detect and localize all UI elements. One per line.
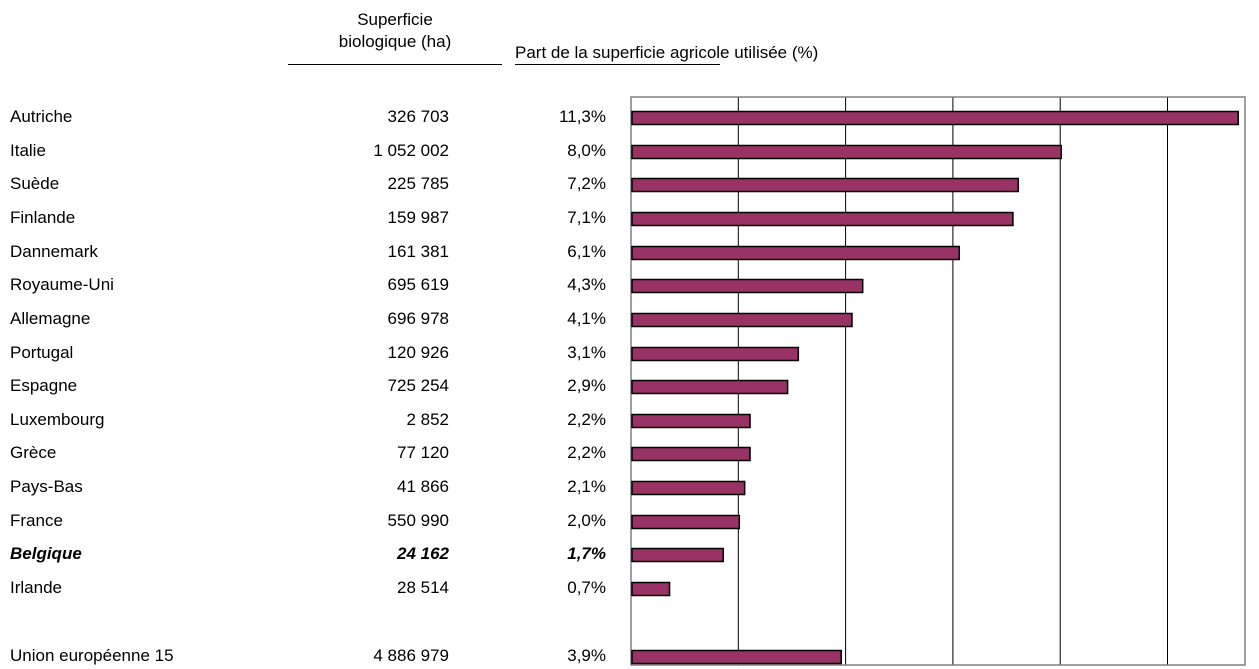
share-value: 2,2% xyxy=(567,443,606,462)
country-label: Espagne xyxy=(10,376,78,395)
table-row: Italie 1 052 002 8,0% xyxy=(0,138,630,164)
bar-irlande xyxy=(631,581,671,597)
country-label: Dannemark xyxy=(10,242,98,261)
bar-portugal xyxy=(631,346,800,362)
country-label: Pays-Bas xyxy=(10,477,83,496)
country-label: Allemagne xyxy=(10,309,91,328)
table-row: Autriche 326 703 11,3% xyxy=(0,104,630,130)
area-value: 77 120 xyxy=(397,443,449,462)
table-row: Dannemark 161 381 6,1% xyxy=(0,239,630,265)
share-column-header: Part de la superficie agricole utilisée … xyxy=(515,43,819,62)
country-label: Union européenne 15 xyxy=(10,646,174,665)
bar-espagne xyxy=(631,379,789,395)
share-value: 8,0% xyxy=(567,141,606,160)
table-row: Union européenne 15 4 886 979 3,9% xyxy=(0,643,630,669)
area-value: 24 162 xyxy=(397,544,449,563)
bar-luxembourg xyxy=(631,413,751,429)
share-value: 2,2% xyxy=(567,410,606,429)
country-label: Royaume-Uni xyxy=(10,275,114,294)
area-value: 2 852 xyxy=(406,410,449,429)
area-value: 28 514 xyxy=(397,578,449,597)
bar-autriche xyxy=(631,110,1239,126)
area-value: 695 619 xyxy=(387,275,449,294)
table-row: Royaume-Uni 695 619 4,3% xyxy=(0,272,630,298)
share-value: 2,1% xyxy=(567,477,606,496)
share-value: 0,7% xyxy=(567,578,606,597)
share-value: 7,2% xyxy=(567,174,606,193)
area-value: 225 785 xyxy=(387,174,449,193)
country-label: Italie xyxy=(10,141,46,160)
bar-finlande xyxy=(631,211,1014,227)
table-row: Finlande 159 987 7,1% xyxy=(0,205,630,231)
area-header-line1: Superficie xyxy=(357,10,433,29)
country-label: Grèce xyxy=(10,443,57,462)
area-value: 159 987 xyxy=(387,208,449,227)
area-value: 4 886 979 xyxy=(373,646,449,665)
bar-dannemark xyxy=(631,245,961,261)
country-label: Luxembourg xyxy=(10,410,105,429)
bar-gr-ce xyxy=(631,446,751,462)
bar-belgique xyxy=(631,547,724,563)
bar-france xyxy=(631,514,741,530)
area-value: 41 866 xyxy=(397,477,449,496)
table-row: Allemagne 696 978 4,1% xyxy=(0,306,630,332)
share-value: 7,1% xyxy=(567,208,606,227)
share-value: 6,1% xyxy=(567,242,606,261)
table-row: Portugal 120 926 3,1% xyxy=(0,340,630,366)
share-value: 11,3% xyxy=(559,107,606,126)
country-label: Irlande xyxy=(10,578,62,597)
table-row: Grèce 77 120 2,2% xyxy=(0,440,630,466)
share-value: 3,1% xyxy=(567,343,606,362)
country-label: Autriche xyxy=(10,107,73,126)
bar-pays-bas xyxy=(631,480,746,496)
area-value: 1 052 002 xyxy=(373,141,449,160)
bar-italie xyxy=(631,144,1062,160)
country-label: Portugal xyxy=(10,343,74,362)
table-row: Irlande 28 514 0,7% xyxy=(0,575,630,601)
share-value: 4,3% xyxy=(567,275,606,294)
area-value: 120 926 xyxy=(387,343,449,362)
share-value: 2,0% xyxy=(567,511,606,530)
table-row: Espagne 725 254 2,9% xyxy=(0,373,630,399)
area-header-rule xyxy=(288,64,502,65)
table-row: France 550 990 2,0% xyxy=(0,508,630,534)
bar-su-de xyxy=(631,177,1020,193)
bar-union-europ-enne-15 xyxy=(631,649,842,665)
share-value: 1,7% xyxy=(567,544,606,563)
area-value: 161 381 xyxy=(387,242,449,261)
table-row: Pays-Bas 41 866 2,1% xyxy=(0,474,630,500)
country-label: Finlande xyxy=(10,208,76,227)
share-header-rule xyxy=(515,64,720,65)
bar-allemagne xyxy=(631,312,853,328)
share-value: 3,9% xyxy=(567,646,606,665)
country-label: Belgique xyxy=(10,544,82,563)
plot-frame xyxy=(630,96,1246,666)
table-row: Suède 225 785 7,2% xyxy=(0,171,630,197)
share-value: 2,9% xyxy=(567,376,606,395)
country-label: France xyxy=(10,511,63,530)
area-header-line2: biologique (ha) xyxy=(338,32,452,51)
bar-royaume-uni xyxy=(631,278,864,294)
area-value: 326 703 xyxy=(387,107,449,126)
area-value: 725 254 xyxy=(387,376,449,395)
area-column-header: Superficie biologique (ha) xyxy=(288,9,502,65)
share-value: 4,1% xyxy=(567,309,606,328)
table-row: Belgique 24 162 1,7% xyxy=(0,541,630,567)
area-value: 550 990 xyxy=(387,511,449,530)
country-label: Suède xyxy=(10,174,60,193)
area-value: 696 978 xyxy=(387,309,449,328)
table-row: Luxembourg 2 852 2,2% xyxy=(0,407,630,433)
